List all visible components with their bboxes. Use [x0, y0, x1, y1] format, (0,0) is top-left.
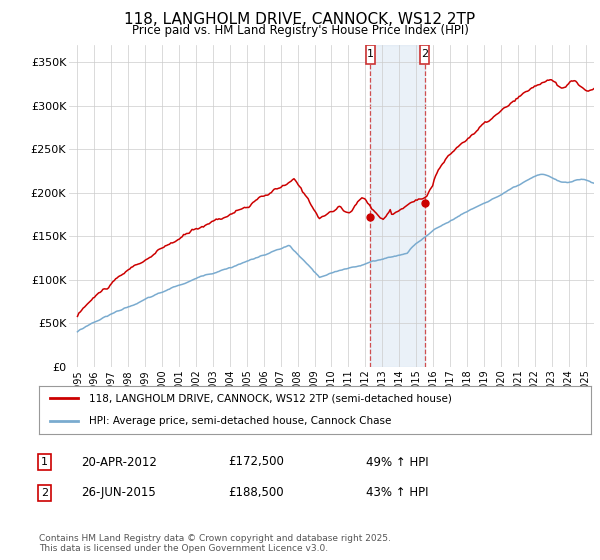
Text: 43% ↑ HPI: 43% ↑ HPI	[366, 486, 428, 500]
Text: 2: 2	[421, 49, 428, 59]
Text: Contains HM Land Registry data © Crown copyright and database right 2025.
This d: Contains HM Land Registry data © Crown c…	[39, 534, 391, 553]
Bar	[370, 45, 425, 367]
Text: £188,500: £188,500	[228, 486, 284, 500]
Text: 2: 2	[41, 488, 48, 498]
Text: 1: 1	[41, 457, 48, 467]
FancyBboxPatch shape	[366, 45, 375, 64]
Text: 49% ↑ HPI: 49% ↑ HPI	[366, 455, 428, 469]
Text: 118, LANGHOLM DRIVE, CANNOCK, WS12 2TP: 118, LANGHOLM DRIVE, CANNOCK, WS12 2TP	[124, 12, 476, 27]
Text: HPI: Average price, semi-detached house, Cannock Chase: HPI: Average price, semi-detached house,…	[89, 416, 391, 426]
Text: 20-APR-2012: 20-APR-2012	[81, 455, 157, 469]
Text: Price paid vs. HM Land Registry's House Price Index (HPI): Price paid vs. HM Land Registry's House …	[131, 24, 469, 36]
Text: 26-JUN-2015: 26-JUN-2015	[81, 486, 156, 500]
Text: £172,500: £172,500	[228, 455, 284, 469]
Text: 1: 1	[367, 49, 374, 59]
Text: 118, LANGHOLM DRIVE, CANNOCK, WS12 2TP (semi-detached house): 118, LANGHOLM DRIVE, CANNOCK, WS12 2TP (…	[89, 393, 452, 403]
FancyBboxPatch shape	[420, 45, 430, 64]
